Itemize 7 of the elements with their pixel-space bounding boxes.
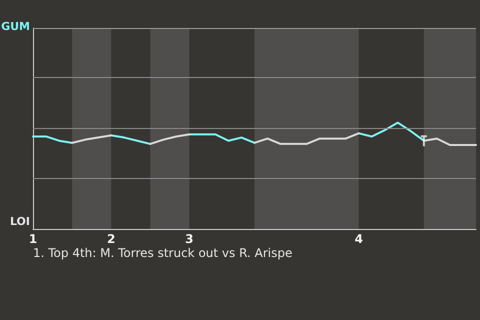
text: LOI [10,215,30,228]
x-tick-label: 3 [185,232,194,246]
x-tick-label: 1 [28,232,38,246]
text: 1. Top 4th: M. Torres struck out vs R. Arispe [33,246,292,260]
text: GUM [1,20,30,33]
x-tick-label: 2 [106,232,116,246]
x-tick-label: 4 [354,232,363,246]
